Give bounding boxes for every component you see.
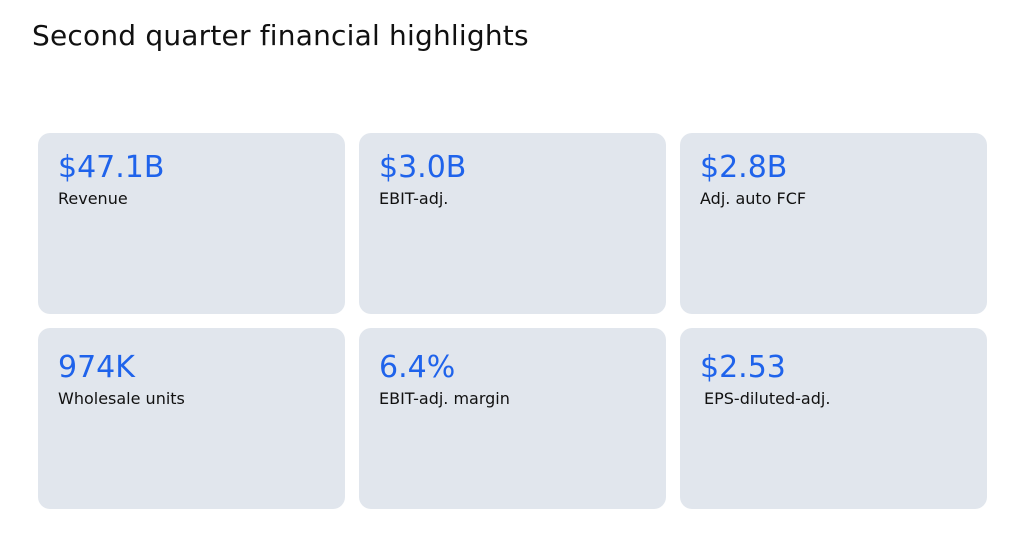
metric-card-revenue: $47.1B Revenue <box>38 133 345 314</box>
metric-value: $2.53 <box>700 350 786 385</box>
page-title: Second quarter financial highlights <box>32 19 529 52</box>
metric-label: EBIT-adj. <box>379 189 449 208</box>
metric-value: $47.1B <box>58 150 165 185</box>
metric-card-ebit-adj: $3.0B EBIT-adj. <box>359 133 666 314</box>
metric-label: Wholesale units <box>58 389 185 408</box>
metric-label: EBIT-adj. margin <box>379 389 510 408</box>
metric-value: 6.4% <box>379 350 456 385</box>
metric-value: $3.0B <box>379 150 467 185</box>
metric-label: Adj. auto FCF <box>700 189 807 208</box>
metric-value: $2.8B <box>700 150 788 185</box>
metric-label: EPS-diluted-adj. <box>704 389 831 408</box>
metric-value: 974K <box>58 350 135 385</box>
metric-card-wholesale-units: 974K Wholesale units <box>38 328 345 509</box>
metric-label: Revenue <box>58 189 128 208</box>
metric-card-eps-diluted-adj: $2.53 EPS-diluted-adj. <box>680 328 987 509</box>
metric-card-ebit-adj-margin: 6.4% EBIT-adj. margin <box>359 328 666 509</box>
metric-card-adj-auto-fcf: $2.8B Adj. auto FCF <box>680 133 987 314</box>
